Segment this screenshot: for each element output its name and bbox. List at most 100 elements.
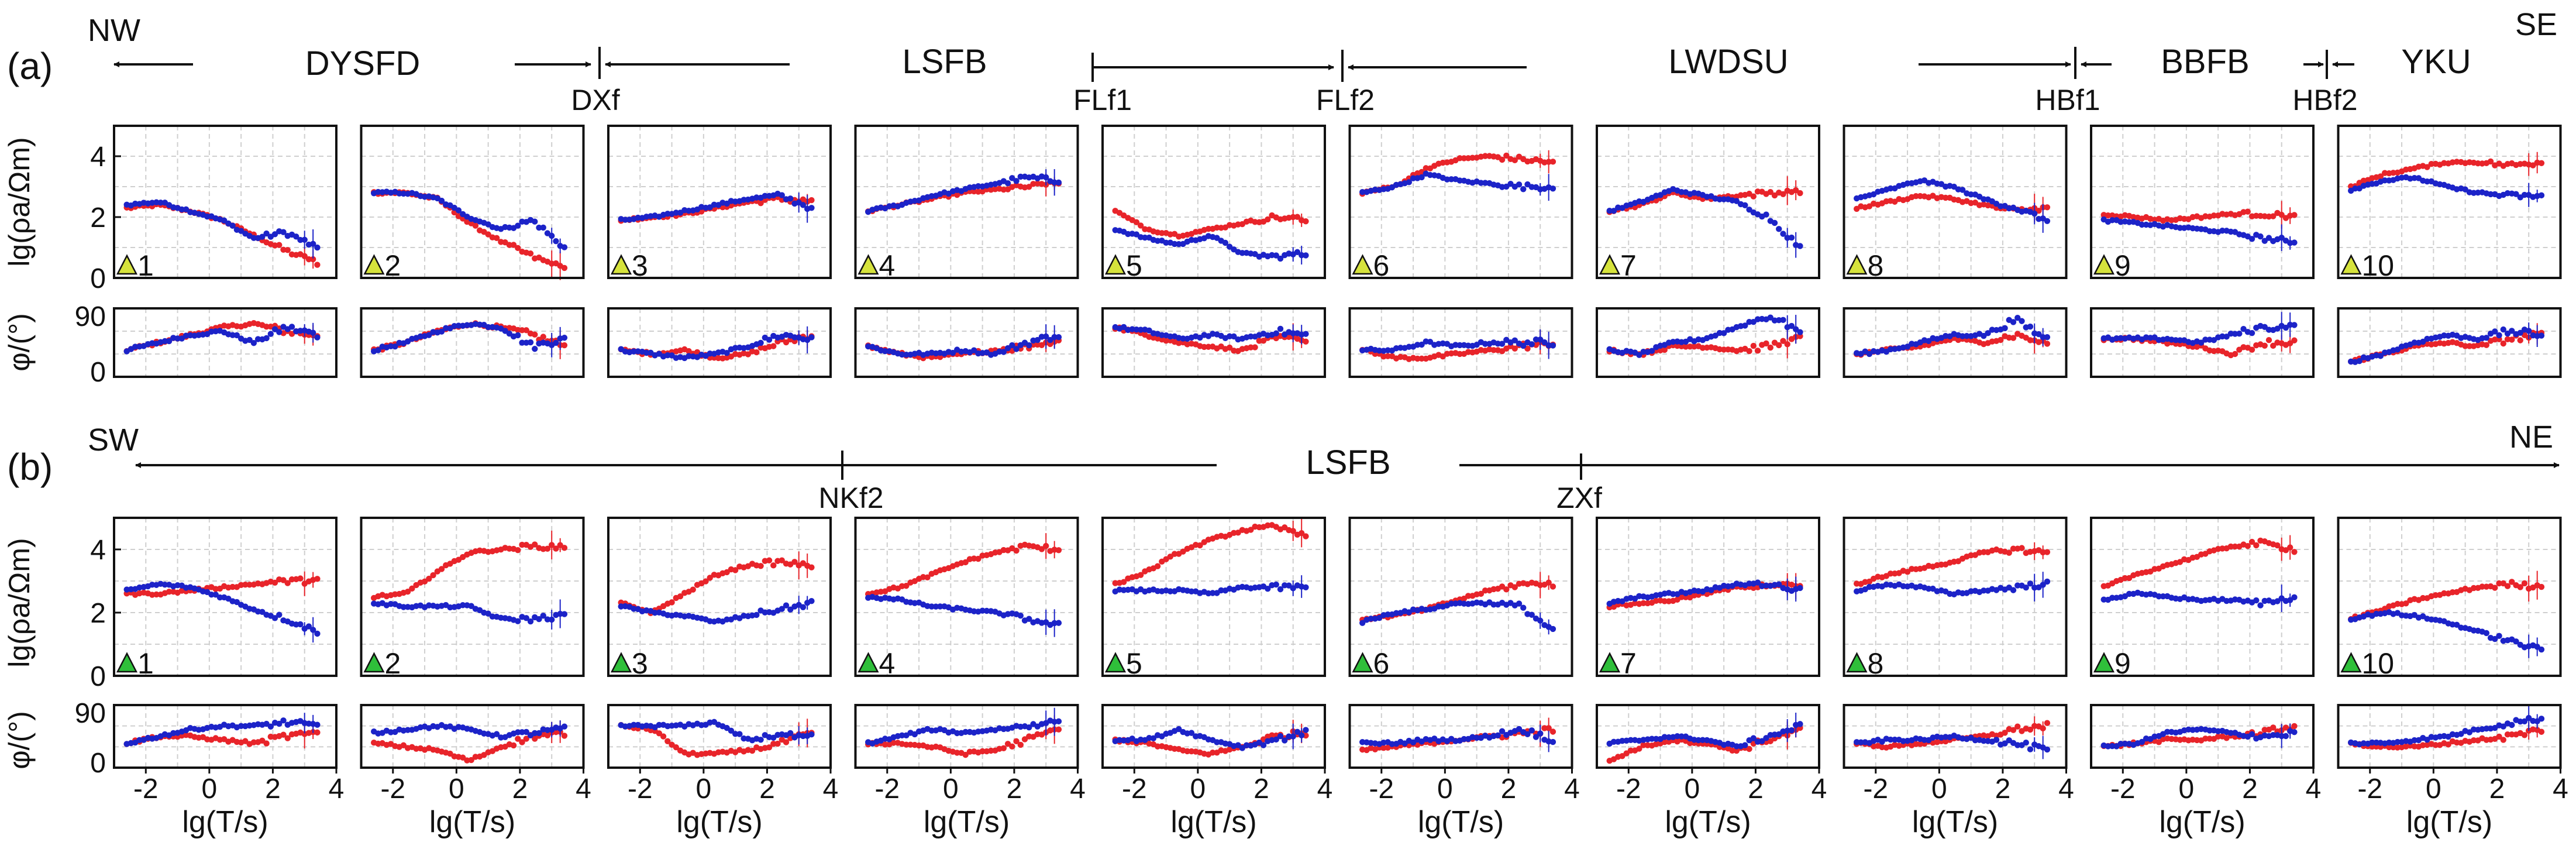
x-tick-label: 2 — [1007, 774, 1022, 805]
phase-xy-point — [2291, 337, 2298, 343]
phase-yx-point — [553, 339, 559, 346]
rho-yx-point — [928, 603, 935, 610]
rho-xy-point — [2377, 173, 2384, 180]
station-number: 2 — [385, 249, 401, 282]
phase-yx-point — [2483, 335, 2490, 341]
rho-yx-point — [561, 611, 568, 617]
phase-axes-frame — [1843, 704, 2068, 769]
rho-yx-point — [536, 616, 542, 623]
rho-yx-point — [1516, 600, 1523, 607]
phase-xy-point — [561, 733, 568, 739]
rho-yx-point — [2538, 646, 2545, 653]
phase-axes-frame — [607, 704, 832, 769]
phase-yx-point — [1226, 333, 1233, 339]
x-tick-label: -2 — [1369, 774, 1394, 805]
phase-yx-point — [1742, 322, 1748, 329]
rho-xy-point — [1499, 156, 1506, 163]
rho-xy-point — [962, 559, 969, 566]
rho-xy-point — [1640, 600, 1647, 607]
phase-yx-point — [1461, 735, 1468, 743]
phase-xy-point — [519, 739, 525, 745]
station-number: 1 — [137, 249, 154, 282]
phase-yx-point — [724, 349, 730, 356]
phase-yx-point — [2044, 334, 2051, 341]
rho-yx-point — [460, 602, 466, 609]
phase-xy-point — [2155, 739, 2162, 745]
phase-yx-point — [2496, 332, 2502, 339]
rho-yx-point — [1968, 191, 1974, 198]
rho-yx-point — [1776, 226, 1782, 232]
rho-axes-frame — [1843, 125, 2068, 279]
phase-yx-point — [1150, 735, 1157, 742]
rho-xy-point — [409, 585, 415, 592]
station-triangle-icon — [1846, 254, 1868, 275]
phase-axes-frame — [360, 704, 585, 769]
phase-tick-label: 90 — [75, 698, 106, 729]
phase-axes-frame — [2337, 307, 2562, 378]
phase-yx-point — [1013, 346, 1020, 352]
rho-xy-point — [975, 555, 982, 562]
rho-yx-point — [527, 618, 534, 625]
phase-yx-point — [1260, 742, 1267, 748]
x-tick-label: -2 — [1863, 774, 1888, 805]
phase-yx-point — [2164, 728, 2171, 735]
rho-xy-point — [246, 582, 253, 588]
rho-yx-point — [1520, 186, 1527, 193]
rho-xy-point — [553, 545, 559, 552]
rho-xy-point — [2219, 545, 2226, 552]
phase-xy-point — [2270, 724, 2277, 731]
rho-yx-point — [259, 233, 266, 240]
station-panel-b-3: 3 -2 0 2 4 lg(T/s) — [607, 517, 838, 839]
rho-xy-point — [314, 262, 321, 268]
station-number: 7 — [1620, 647, 1637, 680]
rho-xy-point — [2105, 212, 2112, 219]
rho-yx-point — [1055, 179, 1062, 186]
phase-xy-point — [515, 735, 521, 742]
rho-yx-point — [515, 618, 521, 624]
phase-xy-point — [1524, 345, 1531, 352]
phase-xy-point — [2010, 335, 2017, 341]
phase-yx-point — [392, 343, 398, 350]
phase-yx-point — [166, 338, 173, 345]
phase-yx-point — [1892, 736, 1898, 743]
rho-xy-point — [669, 599, 675, 606]
rho-xy-point — [2227, 543, 2234, 550]
phase-xy-point — [783, 739, 790, 745]
rho-xy-point — [280, 577, 287, 583]
phase-yx-point — [962, 728, 969, 735]
station-panel-a-5: 5 — [1101, 125, 1326, 378]
phase-yx-point — [515, 332, 521, 339]
rho-xy-point — [757, 200, 764, 207]
rho-xy-point — [2044, 204, 2051, 211]
rho-yx-point — [1733, 198, 1740, 204]
rho-yx-point — [515, 222, 521, 229]
phase-yx-point — [2248, 329, 2255, 336]
rho-xy-point — [2244, 542, 2251, 549]
rho-yx-point — [1788, 234, 1795, 241]
rho-yx-point — [305, 623, 312, 630]
rho-yx-point — [2010, 587, 2017, 593]
rho-yx-point — [1406, 179, 1413, 185]
phase-yx-point — [970, 347, 977, 353]
rho-xy-point — [1943, 194, 1949, 201]
rho-xy-point — [2248, 538, 2255, 545]
rho-yx-point — [1490, 601, 1497, 608]
rho-tick-label: 0 — [90, 661, 106, 692]
phase-yx-point — [1273, 330, 1279, 336]
rho-yx-point — [2453, 621, 2460, 628]
phase-xy-point — [2261, 342, 2268, 349]
rho-yx-point — [2291, 594, 2298, 601]
station-panel-a-6: 6 — [1348, 125, 1573, 378]
rho-xy-point — [1478, 590, 1485, 597]
rho-xy-point — [2424, 164, 2430, 170]
rho-xy-point — [2006, 549, 2012, 556]
rho-yx-point — [485, 610, 491, 617]
rho-yx-point — [1981, 587, 1987, 594]
phase-xy-point — [1729, 747, 1735, 754]
rho-yx-point — [2373, 610, 2379, 617]
phase-xy-point — [1385, 353, 1391, 359]
rho-yx-point — [673, 209, 680, 216]
phase-yx-point — [515, 729, 521, 735]
rho-xy-point — [404, 589, 411, 595]
rho-yx-point — [1516, 181, 1523, 188]
